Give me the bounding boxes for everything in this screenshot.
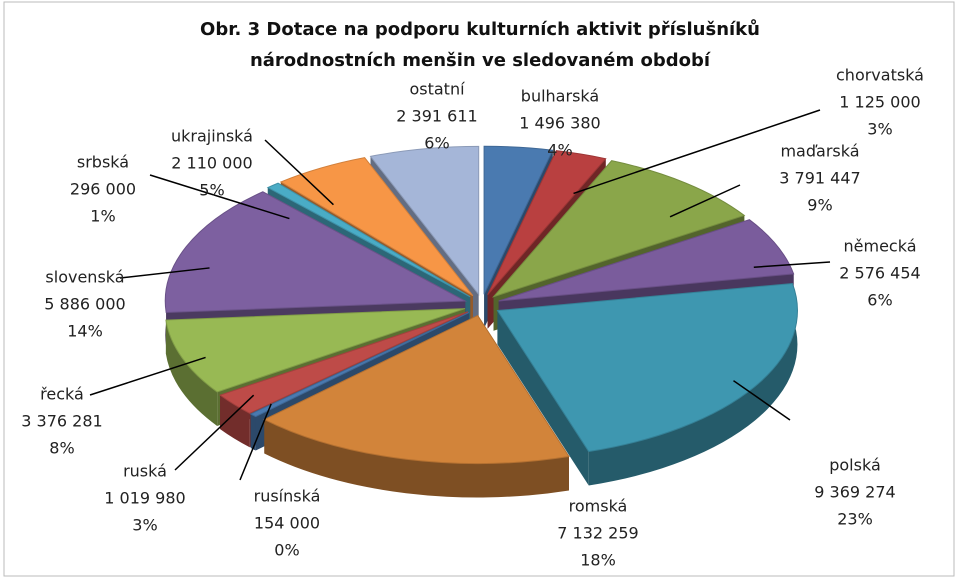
- slice-top: [165, 308, 466, 393]
- slice-label: srbská: [77, 153, 129, 172]
- percent-label: 6%: [867, 291, 892, 310]
- leader-line: [733, 380, 791, 421]
- value-label: 2 391 611: [396, 107, 477, 126]
- slice-top: [496, 282, 798, 453]
- slice-label: chorvatská: [836, 66, 924, 85]
- leader-line: [149, 174, 290, 220]
- slice-top: [487, 150, 607, 296]
- slice-label: romská: [569, 497, 628, 516]
- slice-top: [266, 182, 471, 298]
- chart-title: národnostních menšin ve sledovaném obdob…: [250, 50, 711, 71]
- slice-top: [498, 219, 795, 302]
- pie-slice: [496, 282, 798, 486]
- percent-label: 18%: [580, 551, 616, 570]
- leader-line: [239, 403, 272, 481]
- value-label: 3 376 281: [21, 412, 102, 431]
- value-label: 7 132 259: [557, 524, 638, 543]
- slice-label: maďarská: [780, 142, 859, 161]
- slice-label: ostatní: [409, 80, 465, 99]
- slice-label: ruská: [123, 462, 167, 481]
- leader-line: [174, 394, 255, 471]
- percent-label: 5%: [199, 181, 224, 200]
- slice-side: [497, 310, 589, 486]
- slice-label: ukrajinská: [171, 127, 253, 146]
- value-label: 9 369 274: [814, 483, 895, 502]
- slice-top: [279, 157, 474, 297]
- slice-side: [264, 419, 569, 498]
- value-label: 2 110 000: [171, 154, 252, 173]
- slice-top: [369, 145, 480, 296]
- slice-label: řecká: [40, 385, 84, 404]
- leader-line: [264, 139, 334, 206]
- slice-label: polská: [829, 456, 881, 475]
- value-label: 3 791 447: [779, 169, 860, 188]
- value-label: 5 886 000: [44, 295, 125, 314]
- slice-top: [219, 311, 469, 414]
- slice-top: [249, 312, 470, 418]
- leader-line: [89, 356, 206, 396]
- value-label: 1 019 980: [104, 489, 185, 508]
- value-label: 1 496 380: [519, 114, 600, 133]
- percent-label: 8%: [49, 439, 74, 458]
- percent-label: 6%: [424, 134, 449, 153]
- percent-label: 0%: [274, 541, 299, 560]
- leader-line: [669, 184, 741, 218]
- slice-label: slovenská: [45, 268, 124, 287]
- slice-label: bulharská: [521, 87, 599, 106]
- slice-label: rusínská: [254, 487, 321, 506]
- pie-slice: [263, 314, 570, 498]
- percent-label: 23%: [837, 510, 873, 529]
- percent-label: 9%: [807, 196, 832, 215]
- value-label: 2 576 454: [839, 264, 920, 283]
- percent-label: 3%: [867, 120, 892, 139]
- value-label: 296 000: [70, 180, 136, 199]
- percent-label: 3%: [132, 516, 157, 535]
- slice-side: [220, 395, 250, 448]
- slice-side: [250, 414, 256, 451]
- slice-label: německá: [844, 237, 917, 256]
- slice-side: [165, 320, 218, 426]
- leader-line: [753, 261, 831, 268]
- slice-top: [483, 145, 554, 295]
- percent-label: 14%: [67, 322, 103, 341]
- slice-top: [263, 314, 570, 464]
- chart-title: Obr. 3 Dotace na podporu kulturních akti…: [200, 18, 760, 40]
- value-label: 154 000: [254, 514, 320, 533]
- leader-line: [573, 109, 821, 195]
- slice-top: [491, 160, 746, 298]
- slice-side: [588, 283, 798, 486]
- percent-label: 4%: [547, 141, 572, 160]
- slice-top: [164, 191, 468, 314]
- percent-label: 1%: [90, 207, 115, 226]
- value-label: 1 125 000: [839, 93, 920, 112]
- leader-line: [119, 267, 210, 279]
